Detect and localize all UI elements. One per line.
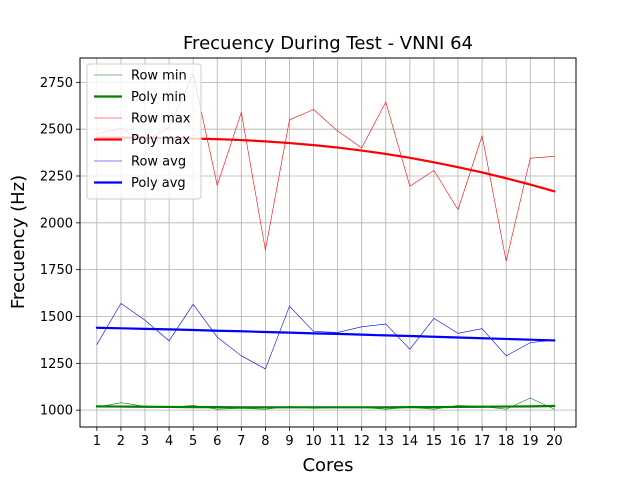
x-tick-label: 18	[498, 434, 515, 449]
x-tick-label: 15	[426, 434, 443, 449]
legend-label: Row min	[131, 69, 187, 84]
x-tick-label: 14	[402, 434, 419, 449]
y-tick-label: 2500	[40, 123, 73, 138]
x-tick-label: 17	[474, 434, 491, 449]
series-line-poly-min	[95, 404, 556, 409]
series-line-row-avg	[96, 303, 555, 370]
y-axis-ticks: 1000 1250 1500 1750 2000 2250 2500 2750	[40, 76, 80, 419]
x-tick-label: 12	[353, 434, 370, 449]
x-tick-label: 19	[522, 434, 539, 449]
x-tick-label: 3	[141, 434, 149, 449]
plot-frame	[79, 57, 577, 428]
legend-label: Row avg	[131, 155, 186, 170]
x-tick-label: 1	[93, 434, 101, 449]
y-tick-label: 2000	[40, 216, 73, 231]
y-tick-label: 2750	[40, 76, 73, 91]
y-tick-label: 1500	[40, 310, 73, 325]
x-tick-label: 10	[305, 434, 322, 449]
x-tick-label: 5	[189, 434, 197, 449]
y-tick-label: 1000	[40, 404, 73, 419]
x-tick-label: 20	[546, 434, 563, 449]
x-axis-ticks: 1 2 3 4 5 6 7 8 9 10 11 12 13 14 15 16 17 18 19 20	[93, 427, 563, 449]
grid	[80, 58, 576, 427]
legend-label: Poly max	[131, 133, 190, 148]
x-axis-title: Cores	[302, 455, 353, 476]
x-tick-label: 2	[117, 434, 125, 449]
x-tick-label: 7	[237, 434, 245, 449]
legend: Row min Poly min Row max Poly max Row avg Pol…	[86, 63, 202, 200]
legend-box	[86, 63, 202, 200]
chart-title: Frecuency During Test - VNNI 64	[183, 33, 473, 54]
x-tick-label: 11	[329, 434, 346, 449]
x-tick-label: 6	[213, 434, 221, 449]
x-tick-label: 9	[285, 434, 293, 449]
legend-label: Poly avg	[131, 176, 186, 191]
x-tick-label: 4	[165, 434, 173, 449]
legend-label: Poly min	[131, 90, 186, 105]
x-tick-label: 8	[261, 434, 269, 449]
legend-label: Row max	[131, 112, 191, 127]
x-tick-label: 16	[450, 434, 467, 449]
x-tick-label: 13	[378, 434, 395, 449]
series-line-poly-avg	[95, 326, 556, 342]
y-tick-label: 2250	[40, 170, 73, 185]
y-tick-label: 1750	[40, 263, 73, 278]
y-axis-title: Frecuency (Hz)	[8, 175, 29, 309]
y-tick-label: 1250	[40, 357, 73, 372]
